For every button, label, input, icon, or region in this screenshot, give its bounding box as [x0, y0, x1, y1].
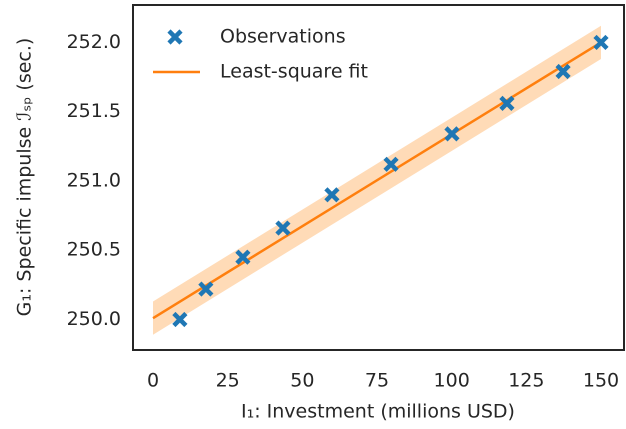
legend-marker: [167, 29, 183, 45]
observation-marker: [555, 63, 571, 80]
x-tick-label: 25: [216, 370, 240, 392]
fit-line: [152, 41, 602, 320]
plot-frame: [132, 4, 625, 351]
observation-marker: [275, 220, 291, 236]
observation-marker: [324, 187, 340, 203]
x-tick-label: 150: [583, 370, 619, 392]
x-tick-label: 50: [290, 370, 314, 392]
x-axis-label: I₁: Investment (millions USD): [241, 401, 515, 423]
legend: Observations Least-square fit: [153, 26, 368, 83]
y-tick-label: 252.0: [67, 31, 121, 53]
y-tick-label: 251.0: [67, 169, 121, 191]
x-tick-label: 0: [147, 370, 159, 392]
legend-label: Least-square fit: [220, 61, 368, 83]
y-tick-label: 250.5: [67, 239, 121, 261]
observation-marker: [383, 156, 399, 172]
x-tick-label: 125: [508, 370, 544, 392]
observation-marker: [499, 95, 515, 111]
legend-label: Observations: [220, 26, 346, 48]
y-tick-label: 251.5: [67, 100, 121, 122]
observation-marker: [235, 249, 251, 265]
observation-marker: [198, 281, 214, 297]
x-tick-label: 100: [434, 370, 470, 392]
observation-marker: [593, 34, 609, 51]
x-tick-label: 75: [365, 370, 389, 392]
y-axis-label: G₁: Specific impulse ℐₛₚ (sec.): [14, 38, 36, 317]
observation-marker: [172, 311, 188, 328]
observation-marker: [444, 126, 460, 142]
y-tick-label: 250.0: [67, 308, 121, 330]
